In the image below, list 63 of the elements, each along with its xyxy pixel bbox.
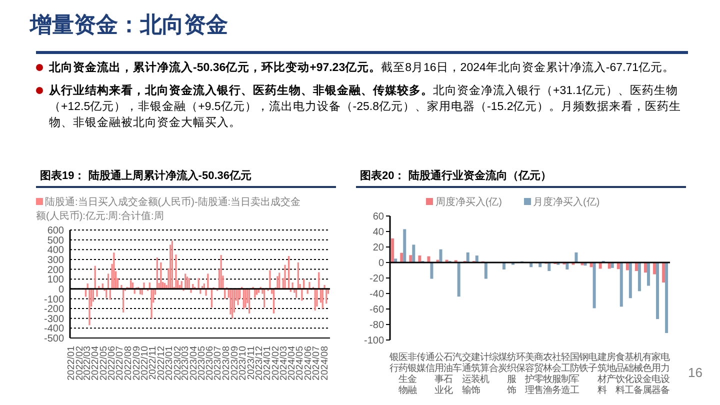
y-tick-label: 600 bbox=[47, 226, 64, 237]
y-tick-label: -80 bbox=[370, 320, 384, 332]
x-tick-label: 交通运输 bbox=[462, 351, 472, 396]
x-tick-label: 轻工制造 bbox=[561, 351, 572, 396]
x-tick-label: 医药生物 bbox=[398, 352, 409, 396]
y-tick-label: 0 bbox=[378, 258, 384, 270]
legend-label: 周度净买入(亿) bbox=[434, 196, 502, 210]
text: 北向资金流出，累计净流入-50.36亿元，环比变动+97.23亿元。 bbox=[49, 62, 382, 74]
y-tick-label: -400 bbox=[44, 324, 64, 335]
y-tick-label: -20 bbox=[370, 274, 384, 285]
legend-label: 月度净买入(亿) bbox=[532, 196, 600, 210]
x-tick-label: 农林牧渔 bbox=[542, 352, 554, 396]
x-tick-label: 社会服务 bbox=[552, 351, 562, 396]
y-tick-label: -40 bbox=[370, 289, 384, 300]
y-tick-label: -200 bbox=[44, 304, 64, 316]
x-tick-label: 2023/03 bbox=[180, 346, 191, 380]
y-tick-label: 0 bbox=[58, 284, 64, 296]
y-tick-label: 400 bbox=[47, 245, 64, 256]
x-tick-label: 石油石化 bbox=[444, 352, 454, 396]
x-tick-label: 环保 bbox=[516, 352, 526, 374]
x-tick-label: 公用事业 bbox=[434, 351, 445, 396]
legend-label: 陆股通:当日买入成交金额(人民币)-陆股通:当日卖出成交金额(人民币):亿元:周:合计值:周 bbox=[36, 196, 302, 224]
x-tick-label: 商贸零售 bbox=[534, 351, 544, 396]
y-tick-label: 20 bbox=[372, 242, 384, 254]
y-tick-label: -500 bbox=[44, 334, 64, 345]
x-tick-label: 2023/10 bbox=[237, 346, 248, 380]
x-tick-label: 电子 bbox=[588, 351, 598, 374]
y-tick-label: 40 bbox=[372, 227, 384, 238]
x-tick-label: 有色金属 bbox=[642, 351, 652, 396]
text: 从行业结构来看，北向资金流入银行、医药生物、非银金融、传媒较多。 bbox=[49, 85, 433, 97]
x-tick-label: 2024/08 bbox=[319, 346, 330, 380]
x-tick-label: 银行 bbox=[388, 352, 400, 374]
chart-title: 图表20： 陆股通行业资金流向（亿元） bbox=[356, 168, 686, 188]
text: 增量资金：北向资金 bbox=[30, 11, 228, 39]
x-tick-label: 电力设备 bbox=[660, 351, 670, 396]
x-tick-label: 建筑装饰 bbox=[470, 351, 481, 396]
x-tick-label: 纺织服饰 bbox=[506, 351, 517, 396]
x-tick-label: 钢铁 bbox=[578, 352, 590, 374]
y-tick-label: 300 bbox=[47, 255, 64, 266]
x-tick-label: 国防军工 bbox=[570, 352, 580, 396]
y-tick-label: -60 bbox=[370, 304, 384, 316]
x-tick-label: 煤炭 bbox=[498, 351, 508, 374]
x-tick-label: 汽车 bbox=[452, 351, 463, 374]
x-tick-label: 非银金融 bbox=[406, 351, 418, 396]
chart-title: 图表19： 陆股通上周累计净流入-50.36亿元 bbox=[36, 168, 336, 188]
y-tick-label: -100 bbox=[44, 294, 64, 306]
x-tick-label: 家用电器 bbox=[651, 351, 662, 396]
x-tick-label: 计算机 bbox=[480, 351, 490, 385]
x-tick-label: 综合 bbox=[488, 351, 499, 374]
x-tick-label: 通信 bbox=[426, 351, 436, 374]
x-tick-label: 美容护理 bbox=[524, 351, 535, 396]
x-tick-label: 建筑材料 bbox=[596, 351, 608, 396]
x-tick-label: 基础化工 bbox=[623, 351, 634, 396]
text: 16 bbox=[688, 365, 702, 380]
y-tick-label: 100 bbox=[47, 274, 64, 286]
y-tick-label: -300 bbox=[44, 314, 64, 325]
x-tick-label: 传媒 bbox=[416, 352, 427, 374]
y-tick-label: 60 bbox=[372, 212, 384, 223]
y-tick-label: 500 bbox=[47, 235, 64, 246]
y-tick-label: 200 bbox=[47, 264, 64, 276]
x-tick-label: 机械设备 bbox=[633, 351, 644, 396]
x-tick-label: 房地产 bbox=[605, 351, 616, 385]
y-tick-label: -100 bbox=[364, 336, 384, 347]
